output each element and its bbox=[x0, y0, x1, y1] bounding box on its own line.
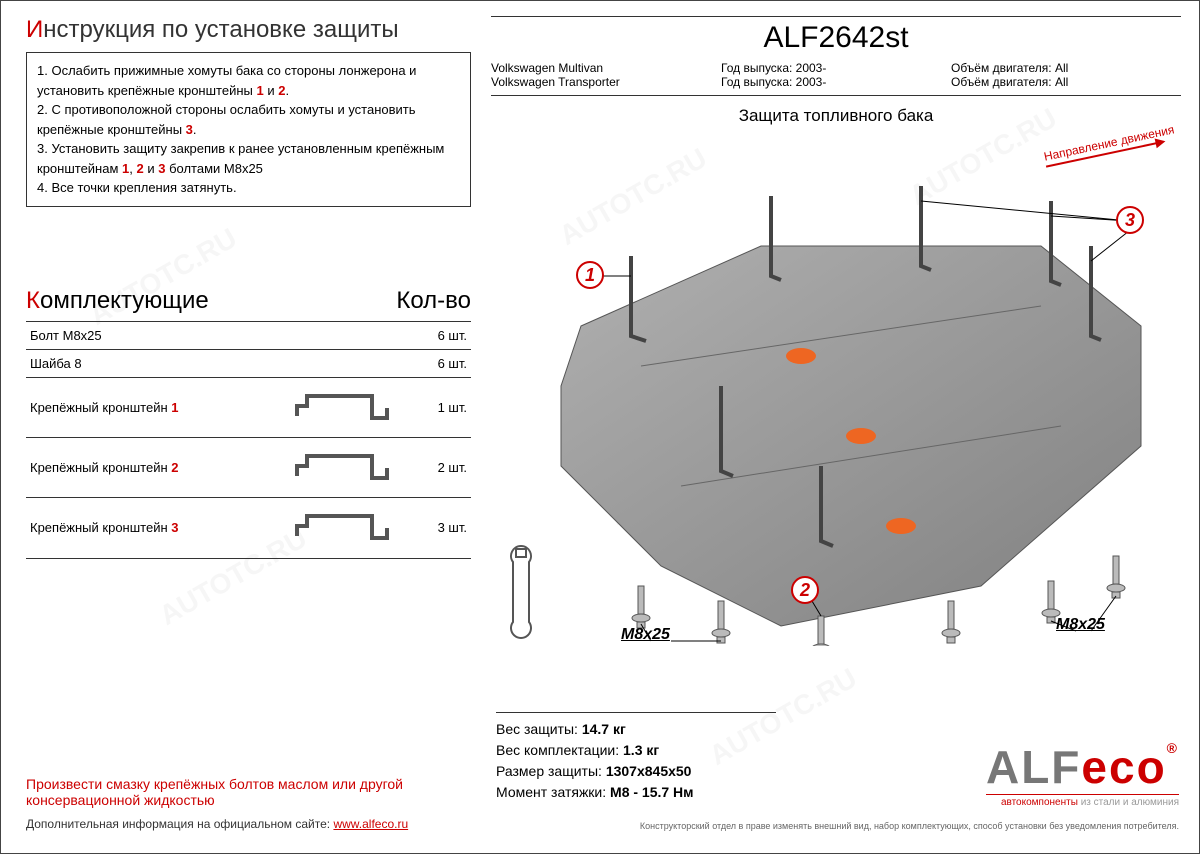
bolt-label: M8x25 bbox=[1056, 616, 1105, 634]
diagram-title: Защита топливного бака bbox=[491, 106, 1181, 126]
bracket-icon bbox=[292, 386, 402, 426]
callout-1: 1 bbox=[576, 261, 604, 289]
parts-row: Крепёжный кронштейн 22 шт. bbox=[26, 438, 471, 498]
instruction-step: 2. С противоположной стороны ослабить хо… bbox=[37, 100, 460, 139]
bracket-icon bbox=[292, 446, 402, 486]
parts-row: Болт М8х256 шт. bbox=[26, 322, 471, 350]
callout-3: 3 bbox=[1116, 206, 1144, 234]
callout-2: 2 bbox=[791, 576, 819, 604]
parts-row: Шайба 86 шт. bbox=[26, 350, 471, 378]
footer-link: Дополнительная информация на официальном… bbox=[26, 817, 408, 831]
parts-header: Комплектующие Кол-во bbox=[26, 287, 471, 315]
instruction-step: 1. Ослабить прижимные хомуты бака со сто… bbox=[37, 61, 460, 100]
parts-row: Крепёжный кронштейн 33 шт. bbox=[26, 498, 471, 558]
bracket-icon bbox=[292, 506, 402, 546]
spec-line: Вес комплектации: 1.3 кг bbox=[496, 740, 776, 761]
disclaimer: Конструкторский отдел в праве изменять в… bbox=[640, 821, 1179, 831]
wrench-icon bbox=[501, 541, 541, 651]
parts-table: Болт М8х256 шт.Шайба 86 шт.Крепёжный кро… bbox=[26, 321, 471, 559]
direction-arrow: Направление движения bbox=[1043, 122, 1177, 167]
instructions-box: 1. Ослабить прижимные хомуты бака со сто… bbox=[26, 52, 471, 207]
warning-text: Произвести смазку крепёжных болтов масло… bbox=[26, 776, 471, 808]
bolt-label: M8x25 bbox=[621, 626, 670, 644]
website-link[interactable]: www.alfeco.ru bbox=[333, 817, 408, 831]
instruction-step: 3. Установить защиту закрепив к ранее ус… bbox=[37, 139, 460, 178]
instructions-title: Инструкция по установке защиты bbox=[26, 16, 471, 44]
spec-line: Размер защиты: 1307x845x50 bbox=[496, 761, 776, 782]
spec-header: Volkswagen MultivanVolkswagen Transporte… bbox=[491, 59, 1181, 96]
product-code: ALF2642st bbox=[491, 16, 1181, 55]
brand-logo: ALFeco® автокомпоненты из стали и алюмин… bbox=[986, 740, 1179, 808]
spec-line: Вес защиты: 14.7 кг bbox=[496, 719, 776, 740]
parts-row: Крепёжный кронштейн 11 шт. bbox=[26, 378, 471, 438]
plate-diagram bbox=[521, 186, 1161, 646]
spec-line: Момент затяжки: М8 - 15.7 Hм bbox=[496, 782, 776, 803]
specs-box: Вес защиты: 14.7 кгВес комплектации: 1.3… bbox=[496, 712, 776, 803]
diagram-area: Защита топливного бака Направление движе… bbox=[491, 106, 1181, 666]
instruction-step: 4. Все точки крепления затянуть. bbox=[37, 178, 460, 198]
